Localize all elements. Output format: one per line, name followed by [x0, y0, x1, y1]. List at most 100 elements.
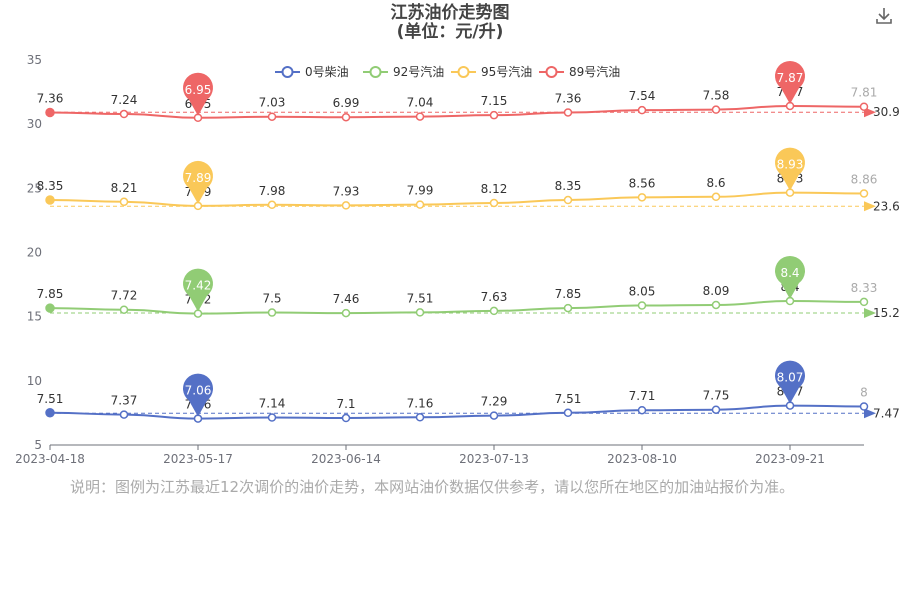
data-point	[267, 112, 277, 121]
y-tick-label: 10	[27, 374, 42, 388]
data-point	[859, 297, 869, 307]
data-label: 8.35	[37, 179, 64, 193]
data-point	[489, 411, 499, 420]
y-tick-label: 5	[34, 438, 42, 452]
max-pin	[775, 147, 805, 191]
y-tick-label: 30	[27, 117, 42, 131]
min-pin-label: 6.95	[185, 83, 212, 97]
data-label: 7.04	[407, 96, 434, 110]
data-label: 8.86	[851, 172, 878, 186]
data-point	[119, 197, 129, 207]
data-point	[45, 303, 55, 313]
data-point	[563, 108, 573, 117]
data-point	[711, 300, 721, 310]
data-point	[489, 110, 499, 120]
chart-title: 江苏油价走势图 (单位：元/升)	[0, 4, 900, 42]
data-point	[415, 112, 425, 121]
data-point	[859, 402, 869, 411]
data-point	[637, 301, 647, 310]
data-point	[341, 201, 351, 210]
data-label: 8.05	[629, 285, 656, 299]
data-point	[711, 405, 721, 414]
series-line	[49, 300, 865, 315]
min-pin-label: 7.06	[185, 384, 212, 398]
series-line	[49, 104, 865, 119]
legend-marker	[369, 66, 382, 78]
data-label: 7.85	[37, 287, 64, 301]
min-pin	[183, 373, 213, 417]
data-label: 7.51	[407, 291, 434, 305]
data-label: 7.46	[333, 292, 360, 306]
legend-marker	[281, 66, 294, 78]
data-point	[267, 308, 277, 317]
footnote: 说明：图例为江苏最近12次调价的油价走势，本网站油价数据仅供参考，请以您所在地区…	[70, 478, 795, 496]
data-point	[415, 200, 425, 209]
data-label: 7.37	[111, 394, 138, 408]
data-point	[45, 107, 55, 118]
series-group: 7.47 7.51 7.37 7.06 7.14 7.1 7.16 7.29 7.51 7.71 7…	[37, 360, 900, 423]
data-point	[489, 198, 499, 208]
min-pin-label: 7.89	[185, 171, 212, 185]
data-label: 7.99	[407, 184, 434, 198]
data-label: 7.15	[481, 94, 508, 108]
max-pin-label: 8.4	[780, 266, 799, 280]
data-label: 7.03	[259, 96, 286, 110]
data-point	[563, 195, 573, 205]
data-point	[711, 192, 721, 202]
min-pin	[183, 72, 214, 116]
min-pin	[183, 160, 214, 204]
y-tick-label: 15	[27, 310, 42, 324]
data-point	[859, 189, 869, 198]
data-label: 7.16	[407, 396, 434, 410]
legend-marker	[457, 66, 470, 78]
data-point	[637, 193, 647, 202]
data-point	[711, 105, 721, 114]
data-label: 7.93	[333, 184, 360, 198]
chart-title-main: 江苏油价走势图	[390, 3, 510, 23]
data-label: 8.35	[555, 179, 582, 193]
max-pin-label: 7.87	[777, 71, 804, 85]
max-pin-label: 8.93	[777, 158, 804, 172]
legend-item: 89号汽油	[539, 64, 620, 79]
series-line	[49, 191, 865, 207]
series-group: 30.93 7.36 7.24 6.95 7.03 6.99 7.04 7.15 7.36 7.5…	[37, 60, 900, 122]
data-point	[637, 105, 647, 115]
x-tick-label: 2023-04-18	[15, 452, 85, 466]
data-label: 7.5	[262, 292, 281, 306]
data-point	[415, 308, 425, 317]
average-label: 23.6	[873, 199, 900, 213]
data-label: 7.29	[481, 395, 508, 409]
data-label: 8.21	[111, 181, 138, 195]
y-tick-label: 25	[27, 181, 42, 195]
data-point	[267, 200, 277, 210]
data-point	[341, 112, 351, 122]
data-label: 7.71	[629, 389, 656, 403]
data-point	[489, 306, 499, 316]
data-point	[563, 408, 573, 418]
min-pin	[183, 268, 213, 312]
min-pin-label: 7.42	[185, 279, 212, 293]
max-pin	[775, 60, 805, 104]
average-label: 7.47	[873, 406, 900, 420]
data-label: 7.58	[703, 89, 730, 103]
x-tick-label: 2023-09-21	[755, 452, 825, 466]
data-point	[119, 305, 129, 314]
x-tick-label: 2023-05-17	[163, 452, 233, 466]
y-tick-label: 20	[27, 246, 42, 260]
legend-marker	[545, 66, 558, 78]
y-tick-label: 35	[27, 53, 42, 67]
data-label: 7.63	[481, 290, 508, 304]
data-label: 7.51	[37, 392, 64, 406]
series-line	[49, 404, 865, 420]
data-label: 7.36	[555, 91, 582, 105]
data-label: 7.24	[111, 93, 138, 107]
average-arrow	[864, 107, 876, 118]
data-point	[119, 410, 129, 419]
series-group: 23.6 8.35 8.21 7.89 7.98 7.93 7.99 8.12 8.35 8.56…	[37, 147, 900, 213]
download-icon[interactable]	[874, 6, 894, 26]
legend-item: 0号柴油	[275, 65, 349, 79]
data-label: 7.98	[259, 184, 286, 198]
legend-item: 95号汽油	[451, 64, 532, 79]
legend-label: 0号柴油	[305, 65, 349, 79]
